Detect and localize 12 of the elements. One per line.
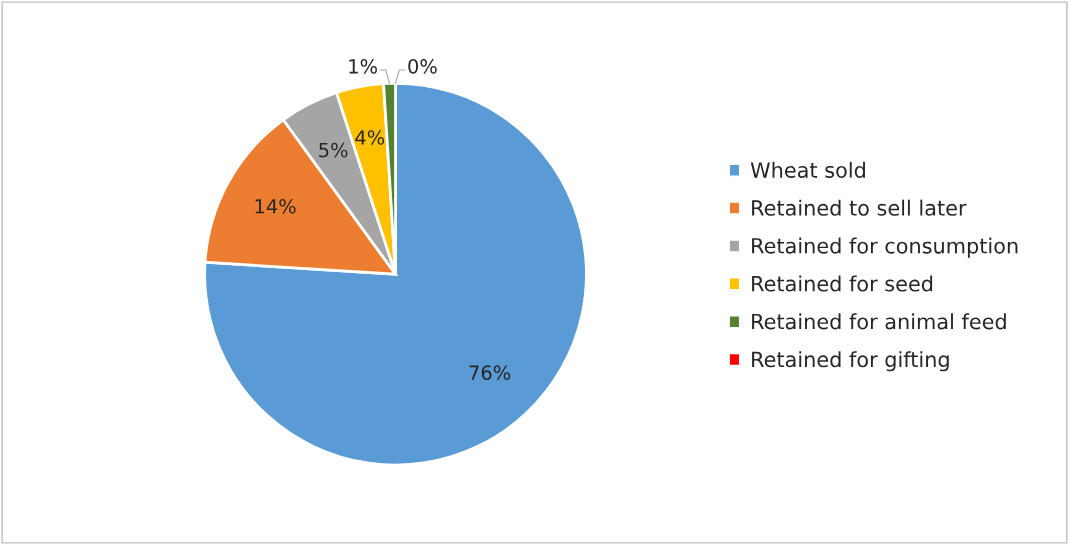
text: 0%	[408, 58, 437, 74]
data-label: 76%	[469, 365, 511, 381]
legend-label: Retained for gifting	[752, 351, 949, 372]
data-label: 1%	[349, 58, 378, 74]
legend-label: Retained to sell later	[752, 199, 967, 216]
data-label: 4%	[355, 130, 385, 145]
data-label: 5%	[319, 142, 348, 158]
legend-label: Retained for animal feed	[752, 313, 1006, 330]
legend-label: Retained for seed	[752, 275, 933, 292]
legend-label: Retained for consumption	[752, 237, 1018, 258]
legend-label: Wheat sold	[750, 161, 865, 178]
data-label: 14%	[255, 198, 296, 214]
